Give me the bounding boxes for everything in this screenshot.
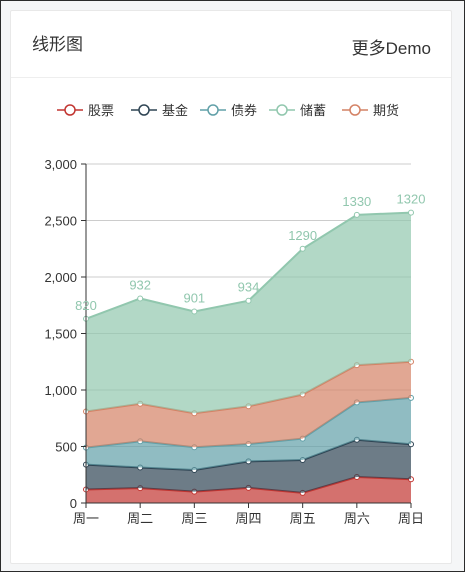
data-point[interactable] [353,211,360,218]
legend-label: 债券 [231,103,257,118]
x-tick-label: 周六 [344,511,370,526]
area-fill [86,212,411,414]
data-point[interactable] [191,308,198,315]
legend-label: 股票 [88,103,114,118]
legend-item[interactable]: 期货 [342,103,399,118]
legend-item[interactable]: 债券 [200,103,257,118]
data-point[interactable] [245,297,252,304]
data-point[interactable] [137,295,144,302]
data-label: 934 [238,280,260,295]
data-label: 901 [183,290,205,305]
x-tick-label: 周四 [235,511,261,526]
chart-axes: 0 500 1,000 1,500 2,000 2,500 3,000 周一 周二 周三 周四 周五 周… [44,157,424,526]
more-demo-link[interactable]: 更多Demo [351,39,431,58]
data-label: 932 [129,277,151,292]
area-fill [86,397,411,471]
legend-marker-icon [207,104,219,116]
data-label: 1330 [342,194,371,209]
data-label: 1320 [397,192,426,207]
area-fill [86,361,411,448]
card-title: 线形图 [32,35,83,54]
legend-label: 基金 [162,103,188,118]
card-header: 线形图 更多Demo [11,11,451,78]
chart-legend: 股票 基金 债券 储蓄 期货 [57,103,399,118]
y-tick-label: 3,000 [44,157,77,172]
legend-item[interactable]: 储蓄 [269,103,326,118]
legend-label: 储蓄 [300,103,326,118]
area-fill [86,439,411,493]
y-tick-label: 0 [70,496,77,511]
data-point[interactable] [299,245,306,252]
legend-label: 期货 [373,103,399,118]
x-tick-label: 周二 [127,511,153,526]
x-tick-label: 周五 [290,511,316,526]
data-label: 1290 [288,228,317,243]
legend-marker-icon [276,104,288,116]
legend-item[interactable]: 基金 [131,103,188,118]
legend-item[interactable]: 股票 [57,103,114,118]
y-tick-label: 1,500 [44,327,77,342]
chart-labels: 820 932 901 934 1290 1330 1320 [75,192,425,313]
legend-marker-icon [349,104,361,116]
x-tick-label: 周三 [181,511,207,526]
data-label: 820 [75,298,97,313]
x-tick-label: 周一 [73,511,99,526]
y-tick-label: 2,000 [44,270,77,285]
x-tick-label: 周日 [398,511,424,526]
data-point[interactable] [408,209,414,216]
legend-marker-icon [138,104,150,116]
y-tick-label: 500 [55,440,77,455]
chart-areas [83,209,414,503]
y-tick-label: 2,500 [44,214,77,229]
y-tick-label: 1,000 [44,383,77,398]
legend-marker-icon [64,104,76,116]
